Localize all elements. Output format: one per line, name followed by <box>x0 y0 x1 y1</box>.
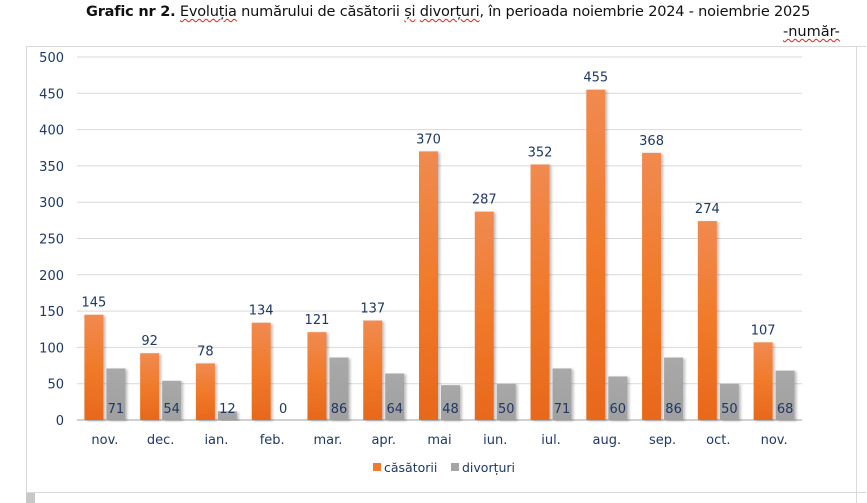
y-tick-label: 350 <box>39 160 64 175</box>
data-label-casatorii: 121 <box>305 313 330 328</box>
legend-label-divorturi: divorțuri <box>462 460 515 475</box>
data-label-casatorii: 145 <box>81 296 106 311</box>
data-label-casatorii: 134 <box>249 304 274 319</box>
bar-casatorii <box>474 211 494 420</box>
title-period: , în perioada noiembrie 2024 - noiembrie… <box>479 4 811 20</box>
bar-casatorii <box>530 164 550 420</box>
bar-divorturi <box>106 368 126 420</box>
y-tick-label: 300 <box>39 196 64 211</box>
bar-casatorii <box>586 89 606 421</box>
data-label-casatorii: 92 <box>141 334 158 349</box>
chart-title-number: Grafic nr 2. <box>86 4 176 20</box>
data-label-casatorii: 274 <box>695 202 720 217</box>
chart-frame <box>26 46 866 493</box>
x-tick-label: iun. <box>483 433 507 448</box>
bar-divorturi <box>217 411 237 420</box>
y-tick-label: 500 <box>39 51 64 66</box>
data-label-divorturi: 86 <box>665 402 682 417</box>
data-label-divorturi: 64 <box>386 402 403 417</box>
data-label-casatorii: 352 <box>528 145 553 160</box>
data-label-divorturi: 50 <box>498 402 515 417</box>
bar-divorturi <box>496 383 516 420</box>
x-tick-label: feb. <box>260 433 285 448</box>
bar-casatorii <box>642 152 662 420</box>
x-tick-label: mar. <box>314 433 343 448</box>
bar-casatorii <box>753 342 773 420</box>
data-label-divorturi: 48 <box>442 402 459 417</box>
data-label-casatorii: 107 <box>751 323 776 338</box>
data-label-casatorii: 368 <box>639 134 664 149</box>
legend-swatch-divorturi <box>451 463 459 471</box>
x-tick-label: dec. <box>147 433 175 448</box>
data-label-casatorii: 287 <box>472 193 497 208</box>
bar-divorturi <box>162 380 182 420</box>
bar-casatorii <box>84 314 104 420</box>
x-tick-label: aug. <box>593 433 622 448</box>
x-tick-label: iul. <box>541 433 561 448</box>
data-label-divorturi: 68 <box>777 402 794 417</box>
y-tick-label: 400 <box>39 124 64 139</box>
data-label-divorturi: 50 <box>721 402 738 417</box>
data-label-casatorii: 78 <box>197 344 214 359</box>
bar-divorturi <box>441 385 460 420</box>
chart-title: Grafic nr 2. Evoluția numărului de căsăt… <box>86 4 810 20</box>
data-label-casatorii: 370 <box>416 132 441 147</box>
legend-swatch-casatorii <box>373 463 381 471</box>
bar-divorturi <box>608 376 628 420</box>
x-tick-label: nov. <box>91 433 118 448</box>
x-tick-label: mai <box>427 433 451 448</box>
bar-casatorii <box>195 363 215 420</box>
data-label-divorturi: 71 <box>554 402 571 417</box>
y-tick-label: 50 <box>47 378 64 393</box>
unit-text: -număr- <box>783 24 840 40</box>
y-tick-label: 200 <box>39 269 64 284</box>
y-tick-label: 100 <box>39 341 64 356</box>
bar-divorturi <box>552 368 572 420</box>
data-label-divorturi: 12 <box>219 402 236 417</box>
bar-divorturi <box>719 383 739 420</box>
chart-frame-right-edge <box>856 46 857 503</box>
x-tick-label: oct. <box>706 433 730 448</box>
y-tick-label: 150 <box>39 305 64 320</box>
bar-divorturi <box>664 357 684 420</box>
bar-casatorii <box>419 151 438 420</box>
bar-casatorii <box>363 320 383 420</box>
data-label-divorturi: 71 <box>108 402 125 417</box>
y-tick-label: 0 <box>56 414 64 429</box>
x-tick-label: nov. <box>761 433 788 448</box>
data-label-divorturi: 0 <box>279 402 287 417</box>
legend-label-casatorii: căsătorii <box>384 460 437 475</box>
data-label-divorturi: 54 <box>163 402 180 417</box>
bar-casatorii <box>140 353 160 420</box>
y-tick-label: 450 <box>39 87 64 102</box>
title-text: numărului de căsătorii <box>236 4 405 20</box>
title-word-evolutia: Evoluția <box>179 4 237 20</box>
resize-handle[interactable] <box>26 493 35 503</box>
data-label-divorturi: 60 <box>610 402 627 417</box>
data-label-divorturi: 86 <box>331 402 348 417</box>
x-tick-label: apr. <box>371 433 396 448</box>
title-word-divorturi: divorțuri <box>419 4 480 20</box>
bar-divorturi <box>329 357 349 420</box>
x-tick-label: ian. <box>204 433 228 448</box>
bar-casatorii <box>697 221 717 420</box>
y-tick-label: 250 <box>39 233 64 248</box>
bar-divorturi <box>775 370 795 420</box>
data-label-casatorii: 455 <box>583 71 608 86</box>
bar-divorturi <box>385 373 405 420</box>
data-label-casatorii: 137 <box>360 302 385 317</box>
unit-label: -număr- <box>783 24 840 40</box>
bar-casatorii <box>251 322 271 420</box>
x-tick-label: sep. <box>649 433 676 448</box>
bar-casatorii <box>307 332 327 420</box>
title-word-si: și <box>404 4 416 20</box>
